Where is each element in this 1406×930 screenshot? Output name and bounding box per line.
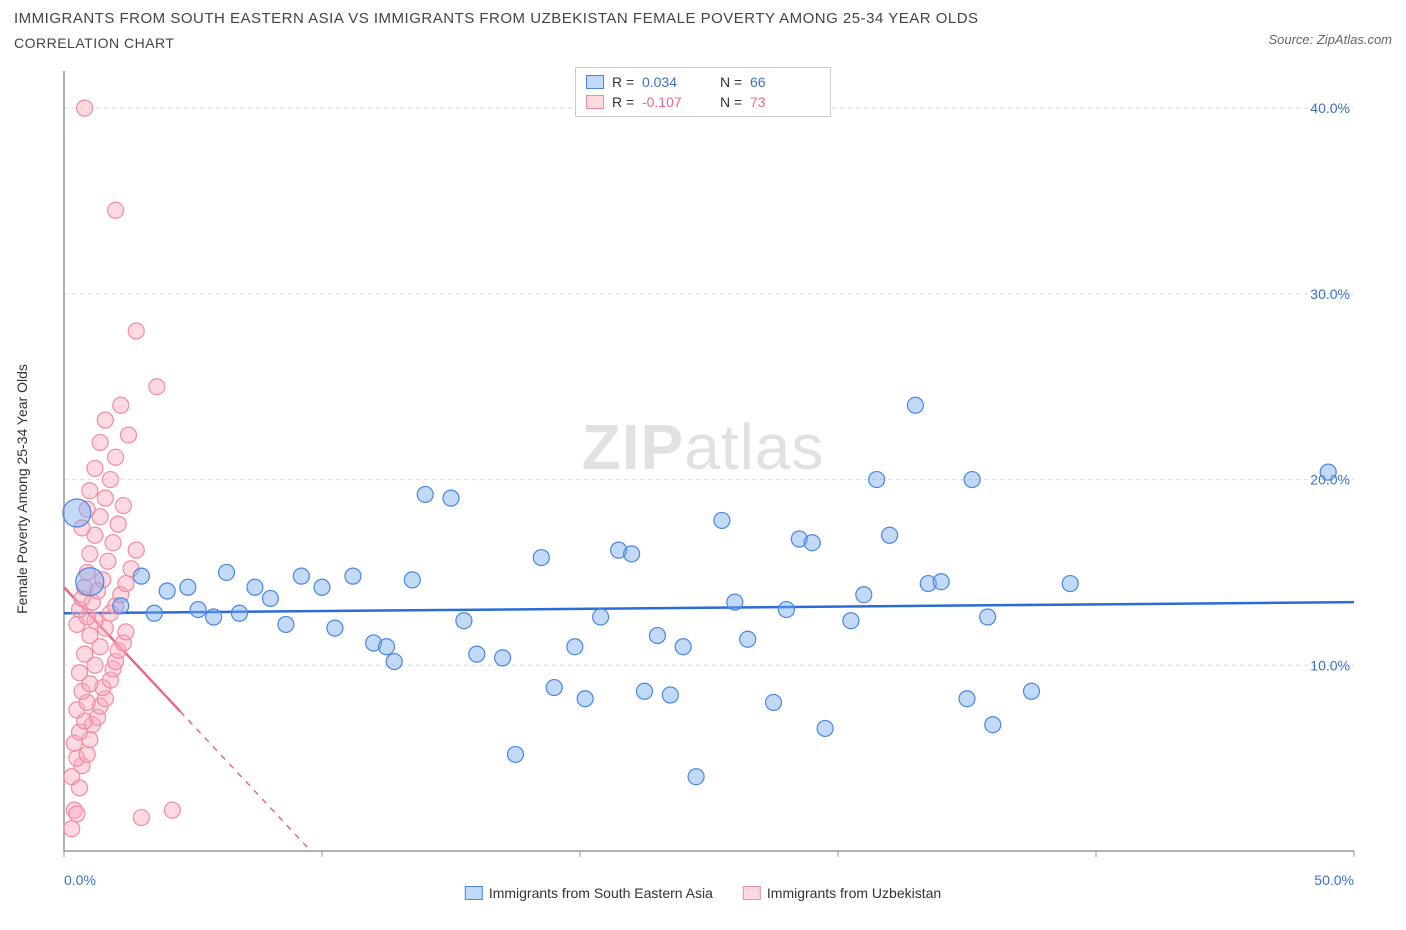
scatter-plot: 0.0%50.0%10.0%20.0%30.0%40.0% — [14, 61, 1392, 901]
chart-area: Female Poverty Among 25-34 Year Olds ZIP… — [14, 61, 1392, 901]
legend-item-pink: Immigrants from Uzbekistan — [743, 885, 941, 901]
svg-text:30.0%: 30.0% — [1310, 286, 1350, 302]
chart-title: IMMIGRANTS FROM SOUTH EASTERN ASIA VS IM… — [14, 10, 1268, 27]
legend-row-blue: R = 0.034N = 66 — [586, 72, 820, 92]
source-label: Source: ZipAtlas.com — [1268, 8, 1392, 47]
svg-text:50.0%: 50.0% — [1314, 872, 1354, 888]
chart-subtitle: CORRELATION CHART — [14, 35, 1268, 51]
correlation-legend: R = 0.034N = 66R = -0.107N = 73 — [575, 67, 831, 117]
legend-row-pink: R = -0.107N = 73 — [586, 92, 820, 112]
svg-text:0.0%: 0.0% — [64, 872, 96, 888]
series-legend: Immigrants from South Eastern Asia Immigr… — [465, 885, 941, 901]
svg-text:40.0%: 40.0% — [1310, 100, 1350, 116]
svg-text:10.0%: 10.0% — [1310, 657, 1350, 673]
legend-item-blue: Immigrants from South Eastern Asia — [465, 885, 713, 901]
